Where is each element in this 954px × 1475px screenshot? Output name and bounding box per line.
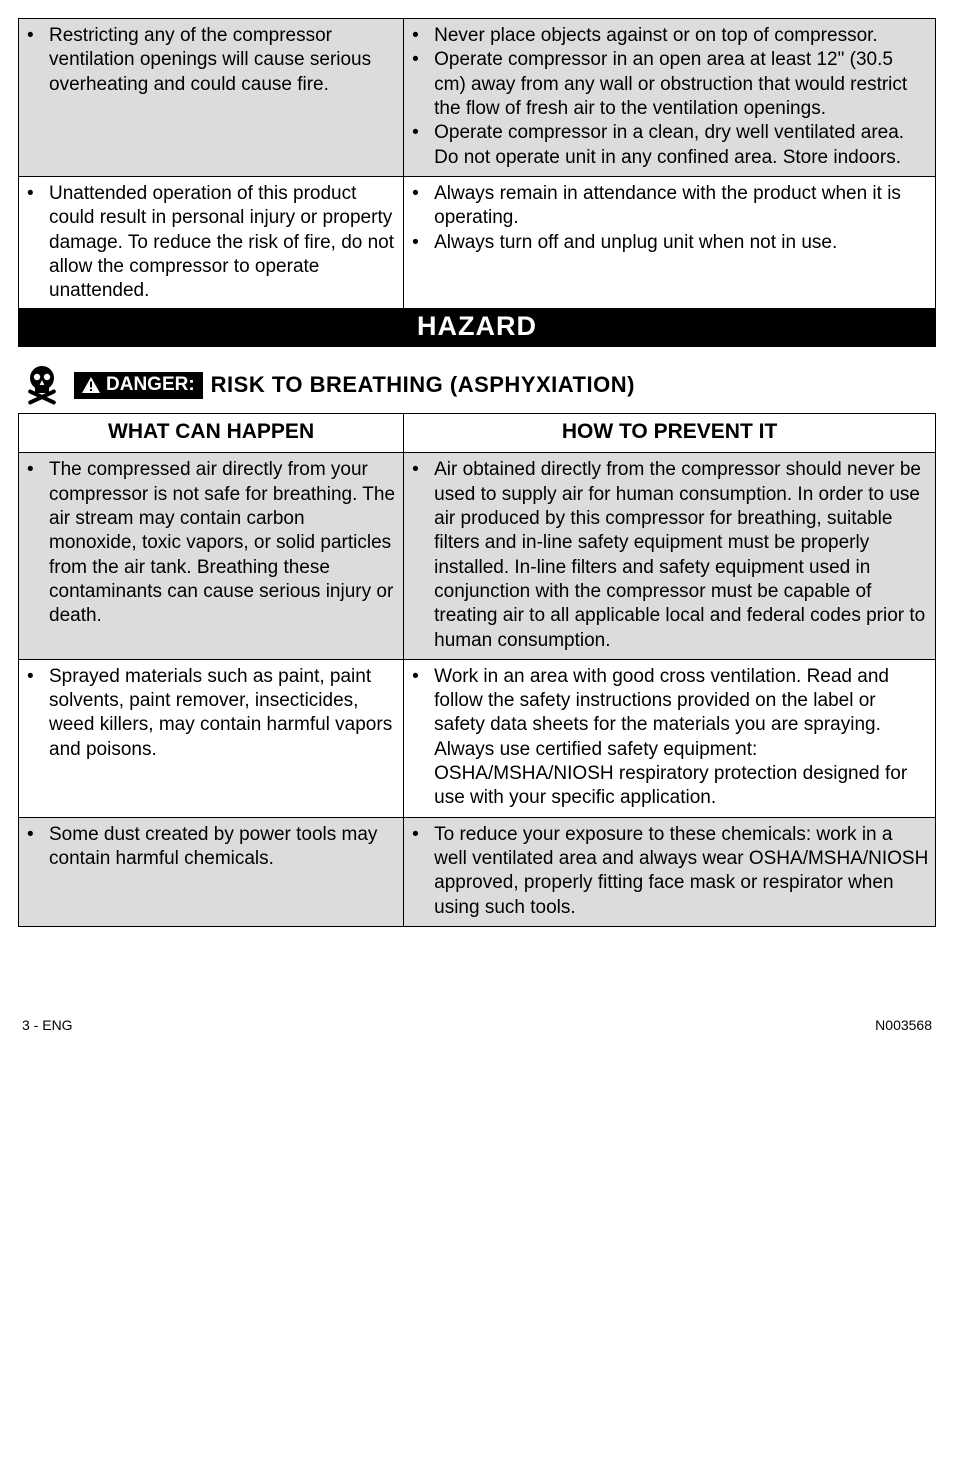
bullet-icon: • xyxy=(410,458,434,482)
bottom-row: •Some dust created by power tools may co… xyxy=(19,817,936,926)
top-left-cell: •Unattended operation of this product co… xyxy=(19,176,404,310)
top-right-list: •Never place objects against or on top o… xyxy=(410,24,929,170)
top-right-text: Always turn off and unplug unit when not… xyxy=(434,231,929,255)
bottom-left-item: •Some dust created by power tools may co… xyxy=(25,823,397,872)
bullet-icon: • xyxy=(410,182,434,206)
top-right-text: Operate compressor in an open area at le… xyxy=(434,48,929,121)
bottom-row: •The compressed air directly from your c… xyxy=(19,453,936,660)
bottom-right-text: Work in an area with good cross ventilat… xyxy=(434,665,929,811)
top-left-item: •Restricting any of the compressor venti… xyxy=(25,24,397,97)
top-right-cell: •Never place objects against or on top o… xyxy=(404,19,936,177)
top-left-item: •Unattended operation of this product co… xyxy=(25,182,397,304)
top-left-list: •Unattended operation of this product co… xyxy=(25,182,397,304)
danger-row: DANGER: RISK TO BREATHING (ASPHYXIATION) xyxy=(18,361,936,409)
bottom-right-item: •To reduce your exposure to these chemic… xyxy=(410,823,929,920)
bottom-left-item: •The compressed air directly from your c… xyxy=(25,458,397,628)
danger-badge-text: DANGER: xyxy=(106,374,195,396)
bullet-icon: • xyxy=(410,231,434,255)
top-left-text: Restricting any of the compressor ventil… xyxy=(49,24,397,97)
bottom-left-item: •Sprayed materials such as paint, paint … xyxy=(25,665,397,762)
section-head-right: HOW TO PREVENT IT xyxy=(404,414,936,453)
bottom-left-text: Some dust created by power tools may con… xyxy=(49,823,397,872)
bottom-right-cell: •Air obtained directly from the compress… xyxy=(404,453,936,660)
bullet-icon: • xyxy=(410,665,434,689)
top-right-list: •Always remain in attendance with the pr… xyxy=(410,182,929,255)
top-right-text: Operate compressor in a clean, dry well … xyxy=(434,121,929,170)
top-right-text: Never place objects against or on top of… xyxy=(434,24,929,48)
top-hazard-tbody: •Restricting any of the compressor venti… xyxy=(19,19,936,310)
top-row: •Unattended operation of this product co… xyxy=(19,176,936,310)
top-right-cell: •Always remain in attendance with the pr… xyxy=(404,176,936,310)
bottom-right-cell: •To reduce your exposure to these chemic… xyxy=(404,817,936,926)
top-left-list: •Restricting any of the compressor venti… xyxy=(25,24,397,97)
top-right-item: •Operate compressor in an open area at l… xyxy=(410,48,929,121)
top-row: •Restricting any of the compressor venti… xyxy=(19,19,936,177)
top-right-item: •Always remain in attendance with the pr… xyxy=(410,182,929,231)
bullet-icon: • xyxy=(25,24,49,48)
bullet-icon: • xyxy=(25,665,49,689)
top-right-item: •Operate compressor in a clean, dry well… xyxy=(410,121,929,170)
top-left-text: Unattended operation of this product cou… xyxy=(49,182,397,304)
bullet-icon: • xyxy=(410,823,434,847)
bullet-icon: • xyxy=(25,182,49,206)
top-left-cell: •Restricting any of the compressor venti… xyxy=(19,19,404,177)
skull-crossbones-icon xyxy=(18,361,66,409)
bottom-left-cell: •The compressed air directly from your c… xyxy=(19,453,404,660)
bottom-right-item: •Air obtained directly from the compress… xyxy=(410,458,929,653)
top-right-text: Always remain in attendance with the pro… xyxy=(434,182,929,231)
bottom-row: •Sprayed materials such as paint, paint … xyxy=(19,659,936,817)
bottom-right-item: •Work in an area with good cross ventila… xyxy=(410,665,929,811)
top-right-item: •Always turn off and unplug unit when no… xyxy=(410,231,929,255)
hazard-banner: HAZARD xyxy=(18,308,936,347)
top-right-item: •Never place objects against or on top o… xyxy=(410,24,929,48)
top-hazard-table: •Restricting any of the compressor venti… xyxy=(18,18,936,310)
bottom-right-list: •To reduce your exposure to these chemic… xyxy=(410,823,929,920)
footer-right: N003568 xyxy=(875,1017,932,1033)
section-head-row: WHAT CAN HAPPEN HOW TO PREVENT IT xyxy=(19,414,936,453)
bottom-left-cell: •Sprayed materials such as paint, paint … xyxy=(19,659,404,817)
bullet-icon: • xyxy=(410,48,434,72)
bottom-hazard-tbody: WHAT CAN HAPPEN HOW TO PREVENT IT •The c… xyxy=(19,414,936,927)
bottom-right-list: •Air obtained directly from the compress… xyxy=(410,458,929,653)
bullet-icon: • xyxy=(410,121,434,145)
bottom-left-text: The compressed air directly from your co… xyxy=(49,458,397,628)
bottom-left-list: •Some dust created by power tools may co… xyxy=(25,823,397,872)
bottom-right-cell: •Work in an area with good cross ventila… xyxy=(404,659,936,817)
footer-left: 3 - ENG xyxy=(22,1017,73,1033)
bottom-right-text: To reduce your exposure to these chemica… xyxy=(434,823,929,920)
danger-badge: DANGER: xyxy=(74,372,203,399)
bottom-left-text: Sprayed materials such as paint, paint s… xyxy=(49,665,397,762)
bullet-icon: • xyxy=(25,823,49,847)
bullet-icon: • xyxy=(410,24,434,48)
section-head-left: WHAT CAN HAPPEN xyxy=(19,414,404,453)
bottom-left-list: •The compressed air directly from your c… xyxy=(25,458,397,628)
warning-triangle-icon xyxy=(82,377,100,393)
page-footer: 3 - ENG N003568 xyxy=(18,1017,936,1033)
danger-title: RISK TO BREATHING (ASPHYXIATION) xyxy=(211,372,635,398)
bottom-left-cell: •Some dust created by power tools may co… xyxy=(19,817,404,926)
bottom-right-list: •Work in an area with good cross ventila… xyxy=(410,665,929,811)
bottom-left-list: •Sprayed materials such as paint, paint … xyxy=(25,665,397,762)
bullet-icon: • xyxy=(25,458,49,482)
bottom-hazard-table: WHAT CAN HAPPEN HOW TO PREVENT IT •The c… xyxy=(18,413,936,927)
bottom-right-text: Air obtained directly from the compresso… xyxy=(434,458,929,653)
